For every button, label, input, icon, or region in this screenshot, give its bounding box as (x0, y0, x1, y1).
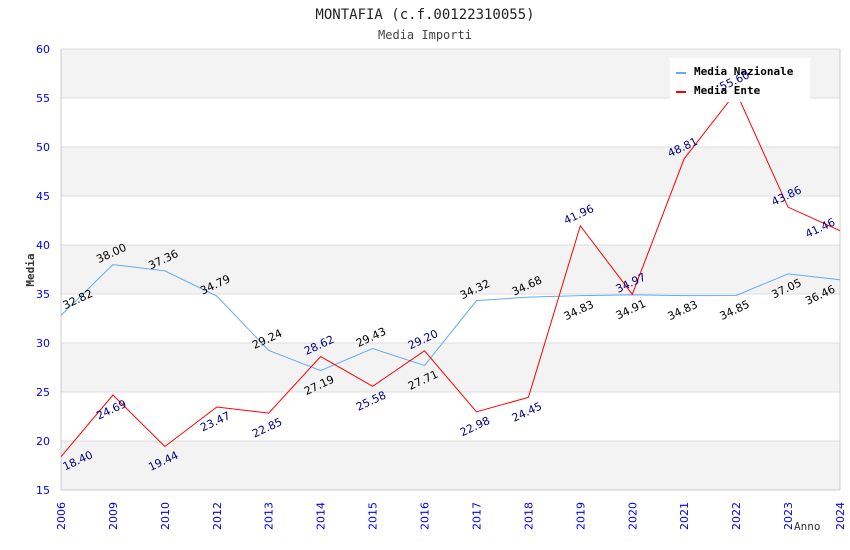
grid-lines (61, 48, 840, 491)
x-tick-label: 2020 (626, 502, 639, 530)
series-lines (60, 91, 841, 458)
y-tick-label: 55 (36, 92, 50, 105)
x-tick-label: 2010 (159, 502, 172, 530)
x-tick-label: 2014 (315, 502, 328, 530)
x-tick-label: 2009 (107, 502, 120, 530)
data-label: 34.91 (614, 297, 648, 322)
x-axis-label: Anno (794, 520, 821, 533)
legend-label-ente: Media Ente (694, 84, 761, 97)
data-label: 22.98 (458, 414, 492, 439)
data-label: 22.85 (250, 415, 284, 440)
y-tick-label: 40 (36, 239, 50, 252)
y-tick-label: 20 (36, 435, 50, 448)
x-tick-label: 2016 (419, 502, 432, 530)
y-tick-labels: 15 20 25 30 35 40 45 50 55 60 (36, 43, 50, 497)
grid-band (61, 441, 840, 490)
x-tick-label: 2024 (834, 502, 847, 530)
chart-subtitle: Media Importi (378, 28, 472, 42)
series-line-ente (60, 91, 841, 458)
x-tick-labels: 2006 2009 2010 2012 2013 2014 2015 2016 2017 2018… (55, 502, 847, 530)
y-tick-label: 50 (36, 141, 50, 154)
series-line-nazionale (60, 264, 841, 372)
x-tick-label: 2017 (470, 502, 483, 530)
legend-label-nazionale: Media Nazionale (694, 65, 794, 78)
data-label: 34.85 (718, 298, 752, 323)
data-label: 34.83 (562, 298, 596, 323)
x-tick-label: 2012 (211, 502, 224, 530)
x-tick-label: 2023 (782, 502, 795, 530)
y-tick-label: 25 (36, 386, 50, 399)
grid-band (61, 343, 840, 392)
grid-band (61, 147, 840, 196)
y-axis-label: Media (24, 253, 37, 286)
y-tick-label: 15 (36, 484, 50, 497)
y-tick-label: 60 (36, 43, 50, 56)
data-label: 41.46 (803, 216, 837, 241)
grid-band (61, 245, 840, 294)
y-tick-label: 45 (36, 190, 50, 203)
legend: Media Nazionale Media Ente (670, 58, 810, 102)
data-label: 34.83 (666, 298, 700, 323)
data-label: 41.96 (562, 202, 596, 227)
x-tick-label: 2018 (522, 502, 535, 530)
x-tick-label: 2022 (730, 502, 743, 530)
y-tick-label: 30 (36, 337, 50, 350)
data-label: 24.45 (510, 400, 544, 425)
data-label: 23.47 (198, 409, 232, 434)
legend-box (670, 58, 810, 102)
x-tick-label: 2015 (367, 502, 380, 530)
data-label: 24.69 (94, 397, 128, 422)
x-tick-label: 2006 (55, 502, 68, 530)
grid-bands (61, 49, 840, 490)
chart-title: MONTAFIA (c.f.00122310055) (315, 7, 534, 23)
x-tick-label: 2019 (574, 502, 587, 530)
x-tick-label: 2021 (678, 502, 691, 530)
x-tick-label: 2013 (263, 502, 276, 530)
y-tick-label: 35 (36, 288, 50, 301)
